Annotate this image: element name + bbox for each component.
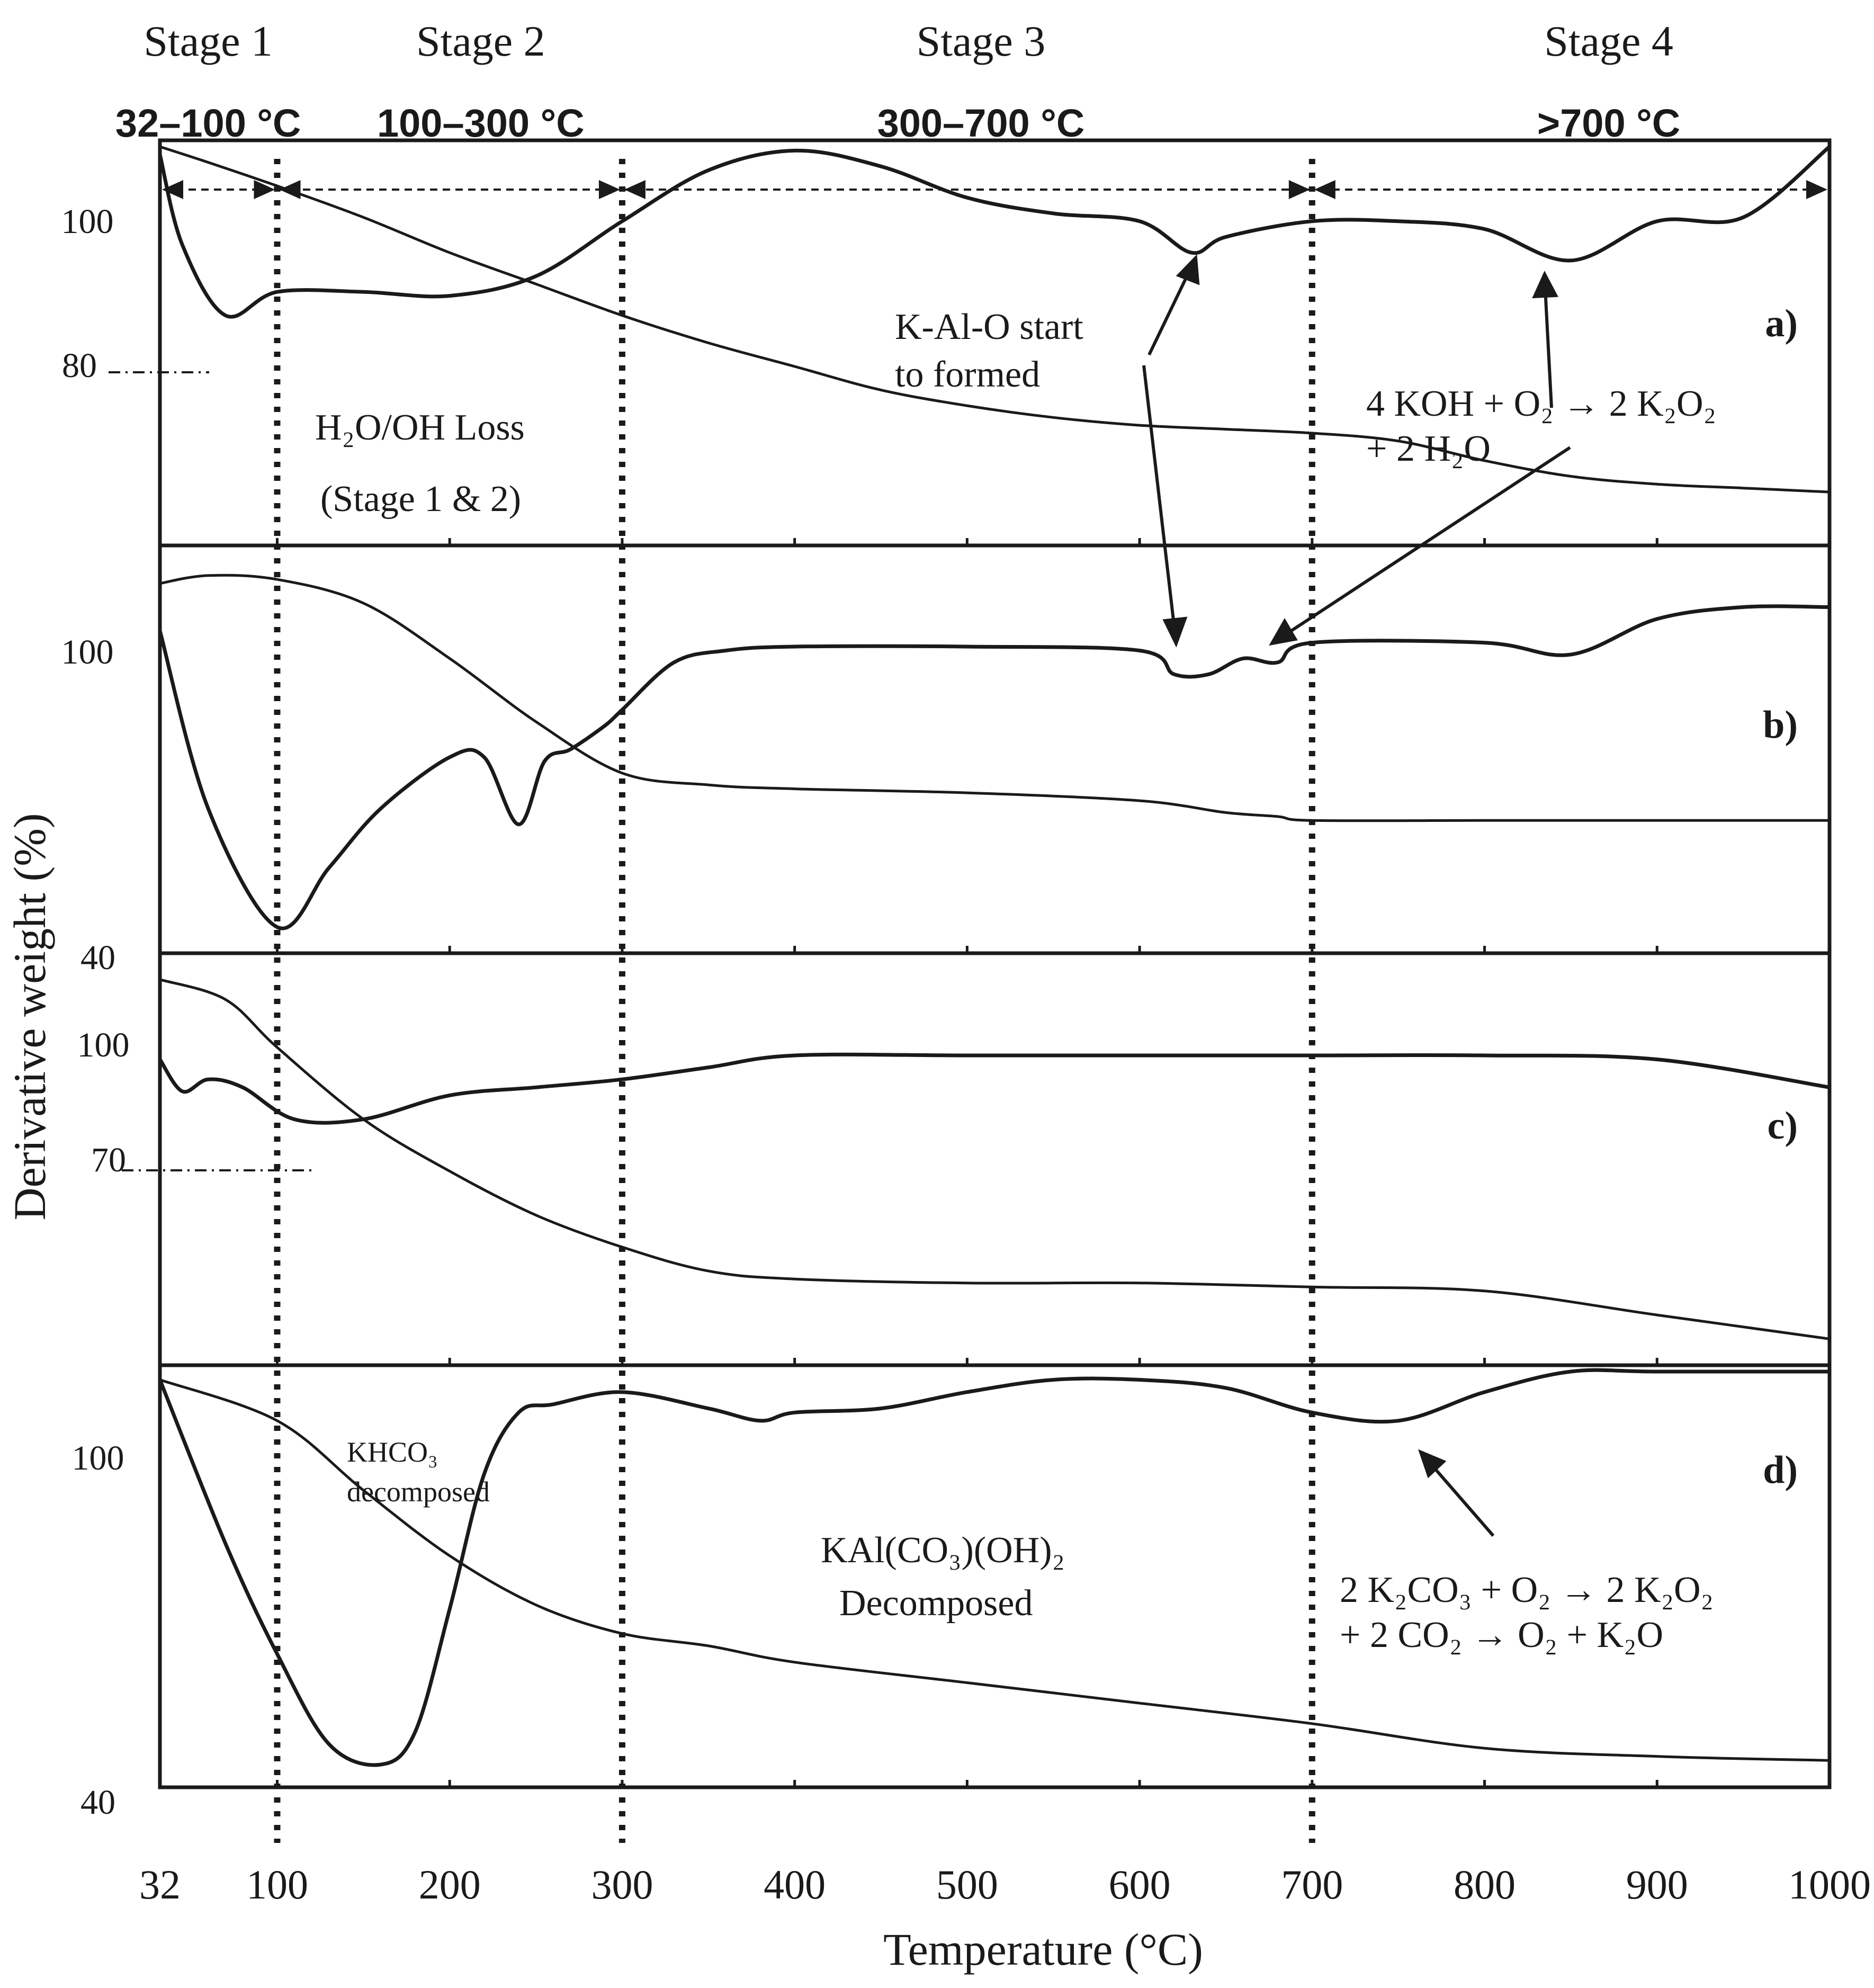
x-tick-label-1000: 1000	[1788, 1861, 1871, 1908]
annotation-arrows	[1142, 254, 1571, 1537]
arrow-koh-to-a	[1544, 288, 1553, 408]
y-tick-a-1: 80	[62, 346, 97, 385]
x-tick-labels: 32 100 200 300 400 500 600 700 800 900 1000	[139, 1861, 1871, 1908]
x-tick-label-500: 500	[936, 1861, 998, 1908]
x-tick-label-700: 700	[1281, 1861, 1343, 1908]
y-tick-b-0: 100	[61, 633, 114, 671]
y-tick-d-0: 100	[72, 1439, 124, 1477]
arrowhead-koh-to-b	[1269, 618, 1298, 646]
y-axis-title: Derivative weight (%)	[4, 813, 55, 1221]
arrowhead-koh-to-a	[1532, 271, 1558, 299]
curve-c-dtg	[158, 1052, 1832, 1125]
stage-title-2: Stage 2	[416, 17, 545, 65]
curve-b-tg	[158, 574, 1831, 822]
arrowhead-kalo-to-b	[1162, 616, 1188, 648]
panel-frames	[158, 138, 1832, 1789]
panel-label-d: d)	[1763, 1448, 1798, 1492]
curve-d-dtg	[158, 1368, 1832, 1767]
panel-frame-b	[158, 543, 1832, 955]
annotation-khco3-line2: decomposed	[347, 1476, 490, 1508]
x-tick-label-200: 200	[419, 1861, 481, 1908]
annotation-h2o-line1: H₂O/OH Loss	[315, 407, 525, 448]
stage-title-3: Stage 3	[917, 17, 1046, 65]
arrow-koh-to-b	[1283, 446, 1571, 637]
curve-a-dtg	[158, 145, 1832, 319]
curve-c-tg	[158, 978, 1831, 1340]
x-tick-label-800: 800	[1454, 1861, 1516, 1908]
stage-arrow-right-3	[1314, 180, 1335, 199]
stage-header: Stage 1 32–100 °C Stage 2 100–300 °C Stage 3…	[115, 17, 1827, 199]
y-tick-labels: 100 80 100 40 40 100 70 100 40	[61, 202, 130, 1822]
x-tick-label-600: 600	[1109, 1861, 1171, 1908]
y-tick-d-1: 40	[80, 1783, 115, 1822]
annotation-k2co3-line1: 2 K₂CO₃ + O₂ → 2 K₂O₂	[1340, 1570, 1714, 1610]
x-tick-label-100: 100	[246, 1861, 308, 1908]
stage-range-3: 300–700 °C	[877, 101, 1085, 145]
x-tick-label-900: 900	[1626, 1861, 1688, 1908]
annotation-koh-line1: 4 KOH + O₂ → 2 K₂O₂	[1366, 383, 1716, 424]
stage-arrow-left-3	[1288, 180, 1310, 199]
stage-range-4: >700 °C	[1537, 101, 1680, 145]
panel-label-a: a)	[1765, 302, 1798, 345]
annotation-k2co3-line2: + 2 CO₂ → O₂ + K₂O	[1340, 1615, 1663, 1655]
arrow-kalo-to-b	[1142, 365, 1176, 630]
arrow-k2co3-to-d	[1428, 1462, 1495, 1537]
x-tick-label-300: 300	[591, 1861, 653, 1908]
stage-arrow-right-2	[624, 180, 645, 199]
annotation-khco3-line1: KHCO₃	[347, 1436, 438, 1468]
panel-frame-d	[158, 1363, 1832, 1789]
stage-arrow-left-2	[598, 180, 620, 199]
y-tick-b-1: 40	[80, 938, 115, 977]
x-axis-title: Temperature (°C)	[883, 1924, 1203, 1975]
arrowhead-k2co3-to-d	[1418, 1449, 1447, 1479]
stage-title-1: Stage 1	[144, 17, 273, 65]
stage-range-2: 100–300 °C	[377, 101, 585, 145]
curve-a-tg	[158, 145, 1831, 494]
curve-b-dtg	[158, 604, 1832, 930]
annotation-koh-line2: + 2 H₂O	[1366, 428, 1491, 469]
annotation-kal-line1: KAl(CO₃)(OH)₂	[821, 1530, 1065, 1571]
arrow-kalo-to-a	[1147, 268, 1192, 356]
curve-d-tg	[158, 1378, 1831, 1762]
curves	[158, 145, 1832, 1767]
reference-lines	[109, 371, 312, 1171]
annotation-kal-line2: Decomposed	[839, 1583, 1033, 1624]
x-tick-label-400: 400	[764, 1861, 826, 1908]
panel-label-b: b)	[1763, 703, 1798, 747]
annotation-kalo-line2: to formed	[895, 354, 1040, 395]
x-tick-label-32: 32	[139, 1861, 181, 1908]
y-tick-c-2: 70	[91, 1141, 126, 1179]
y-tick-c-1: 100	[77, 1026, 130, 1064]
stage-arrow-left-1	[254, 180, 275, 199]
panel-label-c: c)	[1768, 1104, 1798, 1148]
stage-range-1: 32–100 °C	[115, 101, 301, 145]
annotation-h2o-line2: (Stage 1 & 2)	[320, 479, 521, 520]
stage-arrow-left-4	[1806, 180, 1827, 199]
stage-arrow-right-0	[162, 180, 183, 199]
arrowhead-kalo-to-a	[1176, 254, 1200, 285]
y-tick-a-0: 100	[61, 202, 114, 241]
stage-boundaries	[274, 159, 1315, 1843]
stage-title-4: Stage 4	[1544, 17, 1673, 65]
annotation-kalo-line1: K-Al-O start	[895, 307, 1083, 347]
